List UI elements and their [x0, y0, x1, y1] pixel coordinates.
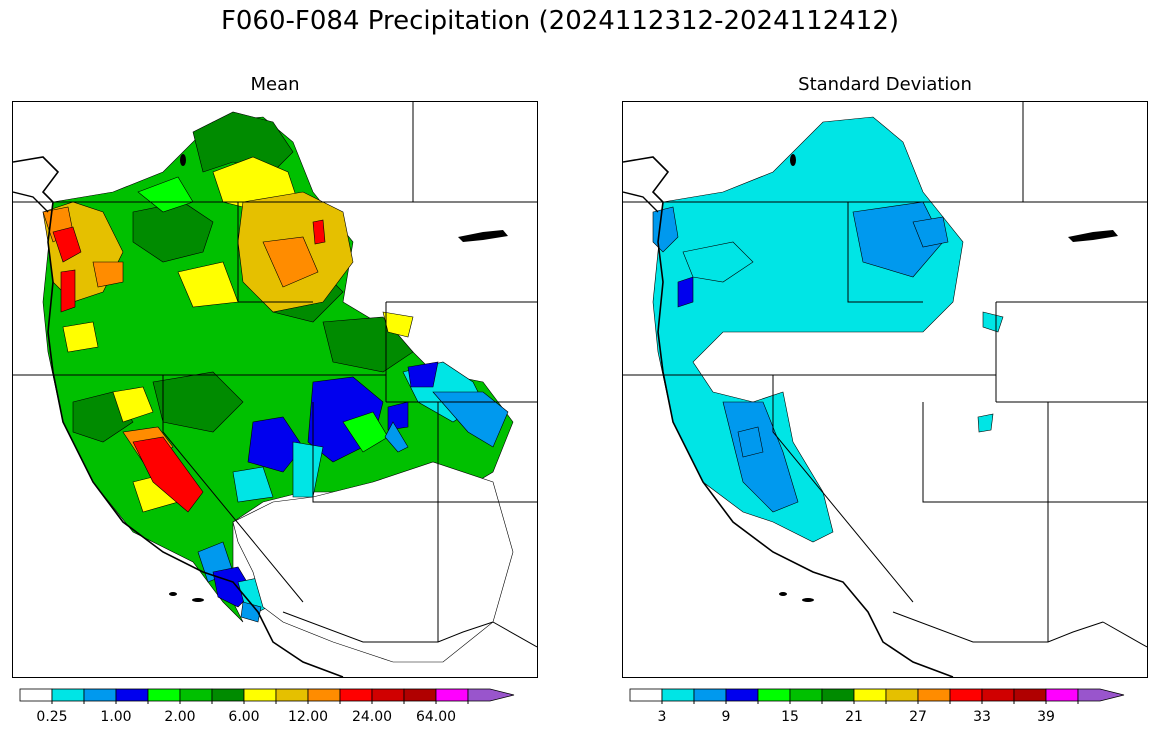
colorbar-tick-label: 21 [845, 709, 863, 725]
std-colorbar: 3 9 15 21 27 33 39 [629, 688, 1140, 739]
std-coastline [623, 156, 954, 677]
mean-state-borders [13, 102, 537, 648]
colorbar-swatch [307, 688, 341, 702]
std-colorbar-svg [629, 688, 1125, 704]
colorbar-swatch [693, 688, 727, 702]
mean-map-svg [13, 102, 537, 677]
colorbar-swatch [1013, 688, 1047, 702]
colorbar-tick-label: 2.00 [164, 709, 196, 725]
colorbar-swatch [917, 688, 951, 702]
colorbar-swatch [981, 688, 1015, 702]
colorbar-swatch [51, 688, 85, 702]
mean-colorbar-svg [19, 688, 515, 704]
colorbar-tick-label: 15 [781, 709, 799, 725]
colorbar-swatch [949, 688, 983, 702]
colorbar-swatch [339, 688, 373, 702]
std-state-borders [623, 102, 1147, 648]
colorbar-swatch [467, 688, 515, 702]
colorbar-tick-label: 33 [973, 709, 991, 725]
colorbar-tick-label: 3 [657, 709, 667, 725]
colorbar-swatch [789, 688, 823, 702]
figure-title: F060-F084 Precipitation (2024112312-2024… [220, 6, 900, 36]
colorbar-tick-label: 9 [721, 709, 731, 725]
mean-map [12, 101, 538, 678]
mean-colorbar: 0.25 1.00 2.00 6.00 12.00 24.00 64.00 [19, 688, 530, 739]
std-fill [652, 116, 1004, 543]
colorbar-tick-label: 27 [909, 709, 927, 725]
colorbar-swatch [629, 688, 663, 702]
colorbar-tick-label: 64.00 [415, 709, 457, 725]
colorbar-swatch [179, 688, 213, 702]
colorbar-swatch [1045, 688, 1079, 702]
mean-precip-fill [42, 111, 514, 663]
mean-panel-title: Mean [250, 74, 300, 95]
colorbar-swatch [211, 688, 245, 702]
colorbar-tick-label: 6.00 [228, 709, 260, 725]
colorbar-swatch [243, 688, 277, 702]
colorbar-tick-label: 0.25 [36, 709, 68, 725]
colorbar-swatch [1077, 688, 1125, 702]
colorbar-swatch [115, 688, 149, 702]
colorbar-tick-label: 1.00 [100, 709, 132, 725]
std-map-svg [623, 102, 1147, 677]
colorbar-tick-label: 39 [1037, 709, 1055, 725]
colorbar-swatch [725, 688, 759, 702]
colorbar-swatch [853, 688, 887, 702]
colorbar-swatch [403, 688, 437, 702]
colorbar-swatch [821, 688, 855, 702]
colorbar-swatch [275, 688, 309, 702]
colorbar-swatch [757, 688, 791, 702]
colorbar-swatch [661, 688, 695, 702]
mean-coastline [13, 156, 344, 677]
colorbar-swatch [147, 688, 181, 702]
std-panel-title: Standard Deviation [798, 74, 972, 95]
colorbar-swatch [435, 688, 469, 702]
colorbar-swatch [371, 688, 405, 702]
colorbar-swatch [83, 688, 117, 702]
colorbar-tick-label: 12.00 [287, 709, 329, 725]
colorbar-tick-label: 24.00 [351, 709, 393, 725]
colorbar-swatch [19, 688, 53, 702]
std-map [622, 101, 1148, 678]
colorbar-swatch [885, 688, 919, 702]
